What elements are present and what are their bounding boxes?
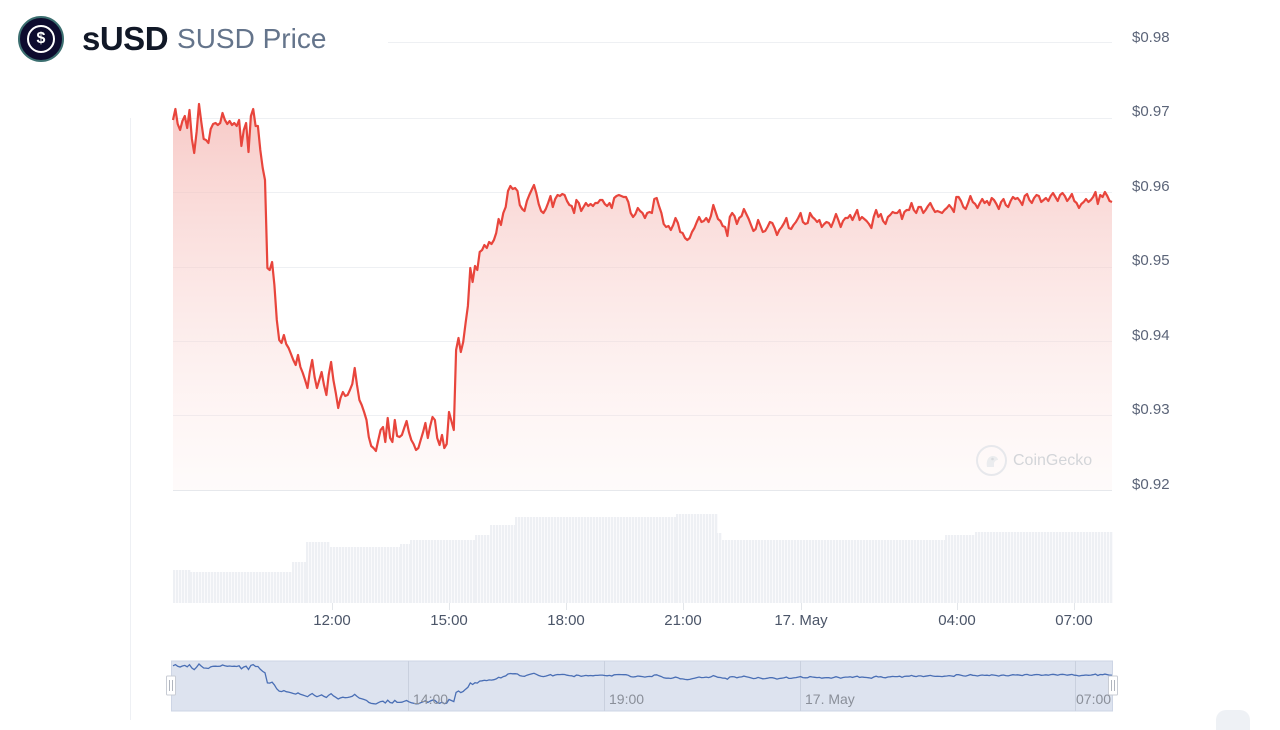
coingecko-watermark: CoinGecko [976, 445, 1092, 476]
y-axis-label: $0.97 [1132, 103, 1170, 120]
x-axis-label: 04:00 [938, 612, 976, 629]
page-title: SUSD Price [177, 23, 327, 54]
dollar-circle-icon: $ [18, 16, 64, 62]
y-axis-label: $0.93 [1132, 401, 1170, 418]
x-axis-label: 15:00 [430, 612, 468, 629]
logo-glyph: $ [27, 25, 55, 53]
y-axis-label: $0.98 [1132, 29, 1170, 46]
price-area-fill [173, 104, 1112, 490]
x-axis-label: 12:00 [313, 612, 351, 629]
navigator-gridlines [408, 661, 1076, 711]
x-axis-label: 17. May [774, 612, 828, 629]
coin-symbol: sUSD [82, 20, 169, 57]
navigator-series-line [172, 663, 1113, 705]
volume-bars [173, 514, 1113, 603]
navigator-label: 07:00 [1076, 691, 1112, 707]
price-line[interactable] [171, 102, 1113, 453]
coin-header: $ sUSD SUSD Price [18, 14, 326, 64]
y-axis-label: $0.92 [1132, 476, 1170, 493]
x-axis-label: 21:00 [664, 612, 702, 629]
navigator-handle-right[interactable] [1108, 675, 1118, 696]
x-axis-label: 18:00 [547, 612, 585, 629]
scroll-corner-button[interactable] [1216, 710, 1250, 730]
navigator-handle-left[interactable] [166, 675, 176, 696]
y-axis-label: $0.94 [1132, 327, 1170, 344]
y-axis-label: $0.95 [1132, 252, 1170, 269]
coingecko-gecko-icon [976, 445, 1007, 476]
y-axis-label: $0.96 [1132, 178, 1170, 195]
x-axis-ticks [332, 603, 1075, 610]
x-axis-label: 07:00 [1055, 612, 1093, 629]
navigator-label: 17. May [805, 691, 855, 707]
navigator-label: 14:00 [413, 691, 449, 707]
navigator-label: 19:00 [609, 691, 645, 707]
watermark-text: CoinGecko [1013, 451, 1093, 469]
